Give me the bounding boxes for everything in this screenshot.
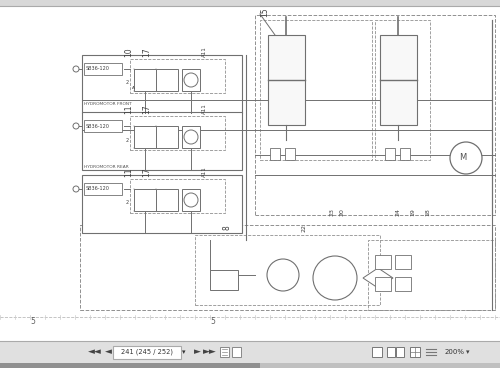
Circle shape (73, 66, 79, 72)
Text: ►: ► (194, 347, 200, 357)
Text: ◄◄: ◄◄ (88, 347, 102, 357)
Polygon shape (363, 268, 393, 288)
Bar (82, 175, 242, 233)
Bar (113, 346, 181, 359)
Text: HYDROMOTOR FRONT: HYDROMOTOR FRONT (84, 102, 132, 106)
Circle shape (184, 130, 198, 144)
Text: 18: 18 (425, 208, 430, 216)
Text: 24: 24 (395, 208, 400, 216)
Bar (375, 20, 430, 160)
Text: SB36-120: SB36-120 (86, 124, 110, 128)
Bar (84, 63, 122, 75)
Text: A11: A11 (202, 167, 207, 177)
Text: 5: 5 (210, 318, 215, 326)
Text: ►►: ►► (203, 347, 217, 357)
Text: 10: 10 (124, 47, 133, 57)
Text: 11: 11 (124, 167, 133, 177)
Bar (372, 347, 382, 357)
Text: 19: 19 (410, 208, 415, 216)
Circle shape (73, 123, 79, 129)
Bar (82, 112, 242, 170)
Bar (220, 347, 229, 357)
Text: M: M (459, 153, 466, 163)
Text: 2: 2 (126, 201, 129, 205)
Bar (134, 126, 156, 148)
Bar (410, 347, 420, 357)
Text: 5: 5 (30, 318, 35, 326)
Bar (80, 225, 495, 310)
Bar (400, 148, 410, 160)
Text: 200%: 200% (445, 349, 465, 355)
Bar (156, 126, 178, 148)
Bar (134, 189, 156, 211)
Bar (387, 347, 395, 357)
Bar (368, 240, 495, 310)
Text: HYDROMOTOR REAR: HYDROMOTOR REAR (84, 165, 129, 169)
Bar (130, 116, 225, 150)
Text: A: A (132, 86, 135, 90)
Text: 17: 17 (142, 47, 151, 57)
Text: 2: 2 (126, 81, 129, 85)
Bar (82, 55, 242, 113)
Bar (375, 255, 391, 269)
Bar (84, 120, 122, 132)
Bar (0, 363, 260, 368)
Bar (395, 255, 411, 269)
Text: 17: 17 (142, 167, 151, 177)
Bar (395, 277, 411, 291)
Bar (232, 347, 241, 357)
Text: A11: A11 (202, 104, 207, 114)
Text: 241 (245 / 252): 241 (245 / 252) (121, 349, 173, 355)
Bar (182, 189, 200, 211)
Bar (260, 20, 372, 160)
Bar (0, 363, 500, 368)
Bar (396, 347, 404, 357)
Text: ▾: ▾ (182, 349, 186, 355)
Bar (182, 69, 200, 91)
Circle shape (184, 193, 198, 207)
Text: 20: 20 (340, 208, 345, 216)
Bar (84, 183, 122, 195)
Text: ▾: ▾ (466, 349, 470, 355)
Circle shape (267, 259, 299, 291)
Text: 17: 17 (142, 104, 151, 114)
Circle shape (184, 73, 198, 87)
Text: A11: A11 (202, 47, 207, 57)
Circle shape (450, 142, 482, 174)
Bar (156, 189, 178, 211)
Text: SB36-120: SB36-120 (86, 67, 110, 71)
Bar (270, 148, 280, 160)
Bar (156, 69, 178, 91)
Text: ◄: ◄ (104, 347, 112, 357)
Circle shape (73, 186, 79, 192)
Text: SB36-120: SB36-120 (86, 187, 110, 191)
Bar (210, 270, 238, 290)
Bar (134, 69, 156, 91)
Text: 11: 11 (124, 104, 133, 114)
Circle shape (313, 256, 357, 300)
Text: 22: 22 (302, 224, 307, 232)
Text: 15: 15 (260, 7, 269, 17)
Bar (130, 179, 225, 213)
Bar (195, 235, 380, 305)
Text: 8: 8 (222, 226, 231, 230)
Bar (375, 277, 391, 291)
Bar (255, 15, 495, 215)
Bar (385, 148, 395, 160)
Text: 23: 23 (330, 208, 335, 216)
Text: 2: 2 (126, 138, 129, 142)
Bar (0, 341, 500, 363)
Bar (268, 35, 305, 125)
Bar (0, 0, 500, 6)
Bar (130, 59, 225, 93)
Bar (380, 35, 417, 125)
Bar (182, 126, 200, 148)
Bar (285, 148, 295, 160)
